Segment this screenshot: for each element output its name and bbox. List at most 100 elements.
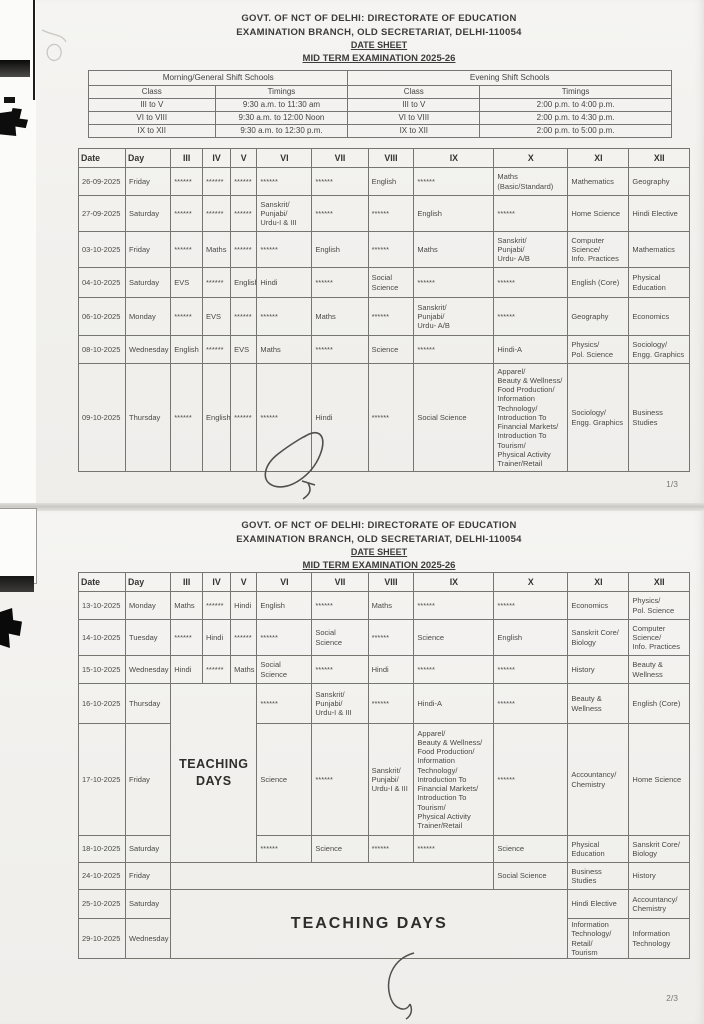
column-header-x: X [493,572,569,592]
exam-row: 25-10-2025 Saturday TEACHING DAYS Hindi Ele… [77,889,690,959]
subject-cell: Hindi Elective [628,195,690,232]
subject-cell: ****** [367,619,415,656]
exam-row: 17-10-2025 Friday Science ****** Sanskrit/ P… [77,723,690,836]
exam-row: 09-10-2025 Thursday ****** English ****** ***… [77,363,690,472]
timing-value: 9:30 a.m. to 12:00 Noon [214,111,349,125]
column-header-day: Day [125,572,172,592]
subject-cell: ****** [230,297,258,336]
date-cell: 24-10-2025 [77,862,127,890]
subject-cell: Science [413,619,495,656]
subject-cell: Hindi [170,655,204,684]
class-range: III to V [88,98,216,112]
subject-cell: Physical Education [628,267,690,298]
subject-cell: ****** [202,267,232,298]
subject-cell: Physical Education [567,835,630,863]
subject-cell: Maths [202,231,232,268]
subject-cell: EVS [202,297,232,336]
shift-schedule-table: Morning/General Shift Schools Evening Shi… [87,70,672,138]
subject-cell: Apparel/ Beauty & Wellness/ Food Product… [493,363,569,472]
class-range: VI to VIII [347,111,481,125]
day-cell: Friday [125,862,172,890]
subject-cell: English (Core) [628,683,690,724]
exam-row: 06-10-2025 Monday ****** EVS ****** ****** Mat… [77,297,690,336]
letterhead-line-3: DATE SHEET [350,40,408,50]
date-cell: 09-10-2025 [77,363,127,472]
subject-cell: Hindi-A [413,683,495,724]
subject-cell: Sanskrit/ Punjabi/ Urdu-I & III [367,723,415,836]
day-cell: Friday [125,723,172,836]
subject-cell: Information Technology [628,918,690,959]
column-header-iv: IV [202,572,232,592]
subject-cell: ****** [493,723,569,836]
subject-cell: ****** [311,655,369,684]
subject-cell: ****** [170,231,204,268]
subject-cell: Computer Science/ Info. Practices [628,619,690,656]
subject-cell: ****** [202,655,232,684]
subject-cell: English [170,335,204,364]
column-header-vi: VI [256,148,313,168]
subject-cell: Hindi [256,267,313,298]
subject-cell: ****** [311,267,369,298]
day-cell: Saturday [125,267,172,298]
exam-row: 14-10-2025 Tuesday ****** Hindi ****** ******… [77,619,690,656]
day-cell: Wednesday [125,918,172,959]
subject-cell: ****** [311,195,369,232]
subject-cell: Social Science [256,655,313,684]
subject-cell: Accountancy/ Chemistry [567,723,630,836]
subject-cell: ****** [170,195,204,232]
letterhead: GOVT. OF NCT OF DELHI: DIRECTORATE OF ED… [60,519,698,573]
subject-cell: ****** [413,655,495,684]
scan-artifact-blob [4,97,15,103]
subject-cell: Sanskrit Core/ Biology [628,835,690,863]
day-cell: Friday [125,231,172,268]
subject-cell: Business Studies [628,363,690,472]
letterhead-line-2: EXAMINATION BRANCH, OLD SECRETARIAT, DEL… [236,533,522,545]
subject-cell: English [202,363,232,472]
column-header-viii: VIII [367,148,415,168]
subject-cell: Hindi-A [493,335,569,364]
scan-artifact-label [0,508,37,584]
subject-cell: English [230,267,258,298]
subject-cell: English [413,195,495,232]
scan-artifact-line [33,0,35,100]
letterhead-line-2: EXAMINATION BRANCH, OLD SECRETARIAT, DEL… [236,26,522,38]
subject-cell: Physics/ Pol. Science [628,591,690,620]
date-cell: 16-10-2025 [77,683,127,724]
letterhead-line-4: MID TERM EXAMINATION 2025-26 [302,560,456,571]
exam-row: 15-10-2025 Wednesday Hindi ****** Maths Socia… [77,655,690,684]
subject-cell: ****** [256,167,313,196]
subject-cell: Apparel/ Beauty & Wellness/ Food Product… [413,723,495,836]
subject-cell: ****** [367,297,415,336]
subject-cell: Social Science [413,363,495,472]
page-number: 2/3 [666,993,678,1003]
subject-cell: Maths [311,297,369,336]
exam-row: 08-10-2025 Wednesday English ****** EVS Maths… [77,335,690,364]
timings-header: Timings [479,85,672,99]
subject-cell: Hindi [202,619,232,656]
subject-cell: English [367,167,415,196]
subject-cell: Sanskrit/ Punjabi/ Urdu- A/B [413,297,495,336]
subject-cell [170,862,495,890]
subject-cell: English [256,591,313,620]
subject-cell: ****** [413,591,495,620]
day-cell: Monday [125,591,172,620]
subject-cell: ****** [493,655,569,684]
day-cell: Thursday [125,363,172,472]
shift-section-title: Evening Shift Schools [347,70,672,86]
exam-row: 16-10-2025 Thursday TEACHING DAYS ****** San… [77,683,690,863]
subject-cell: ****** [256,297,313,336]
subject-cell: English [493,619,569,656]
subject-cell: Social Science [367,267,415,298]
date-cell: 27-09-2025 [77,195,127,232]
column-header-ix: IX [413,572,495,592]
timing-value: 2:00 p.m. to 5:00 p.m. [479,124,672,138]
letterhead-line-1: GOVT. OF NCT OF DELHI: DIRECTORATE OF ED… [241,520,517,531]
subject-cell: Sociology/ Engg. Graphics [628,335,690,364]
exam-row: 04-10-2025 Saturday EVS ****** English Hindi *… [77,267,690,298]
subject-cell: ****** [367,195,415,232]
column-header-xi: XI [567,148,630,168]
subject-cell: ****** [230,195,258,232]
exam-table-page2: Date Day III IV V VI VII VIII IX X XI XII 13-10-2025… [77,572,690,959]
subject-cell: ****** [311,723,369,836]
